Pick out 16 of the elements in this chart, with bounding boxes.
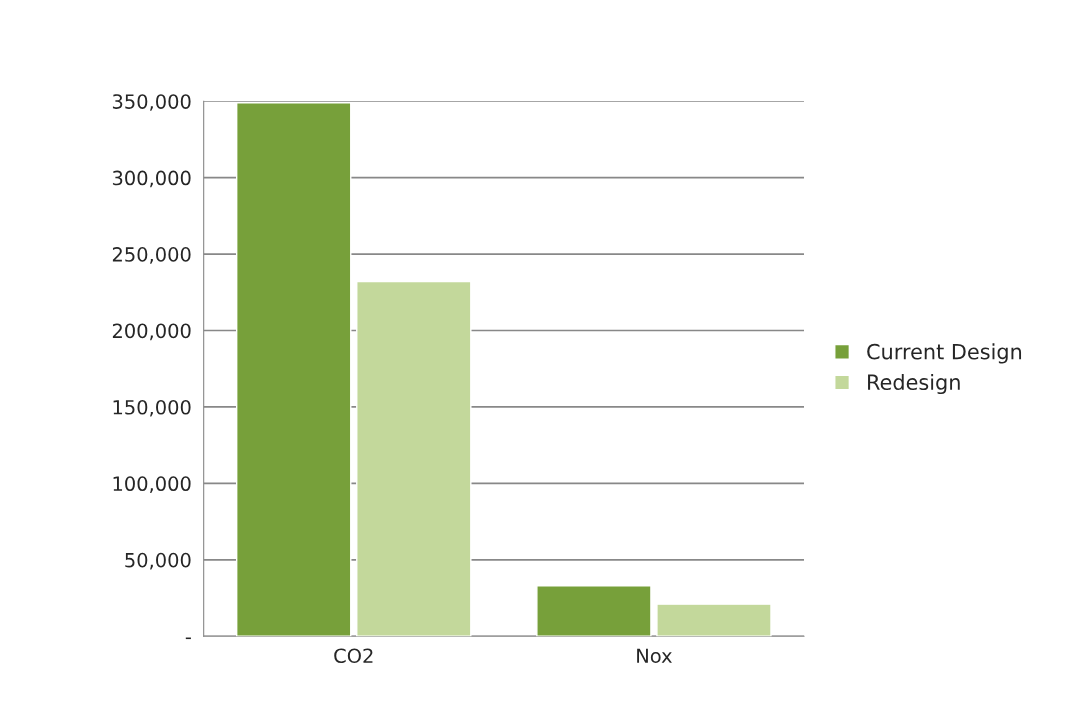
- x-tick-label: CO2: [334, 648, 373, 664]
- y-tick-label: 350,000: [112, 94, 191, 111]
- bar: [356, 280, 472, 637]
- y-tick-label: 250,000: [112, 247, 191, 264]
- bar: [536, 585, 652, 637]
- legend-label: Redesign: [868, 373, 960, 395]
- y-tick-label: 50,000: [125, 552, 191, 570]
- bar: [236, 102, 352, 637]
- y-tick-label: 100,000: [113, 476, 191, 494]
- y-tick-label: 200,000: [112, 323, 191, 341]
- bar: [656, 603, 772, 637]
- x-tick-label: Nox: [637, 648, 672, 664]
- y-tick-label: -: [185, 637, 191, 640]
- y-tick-label: 150,000: [113, 399, 191, 417]
- legend-label: Current Design: [867, 343, 1022, 364]
- y-tick-label: 300,000: [112, 170, 191, 188]
